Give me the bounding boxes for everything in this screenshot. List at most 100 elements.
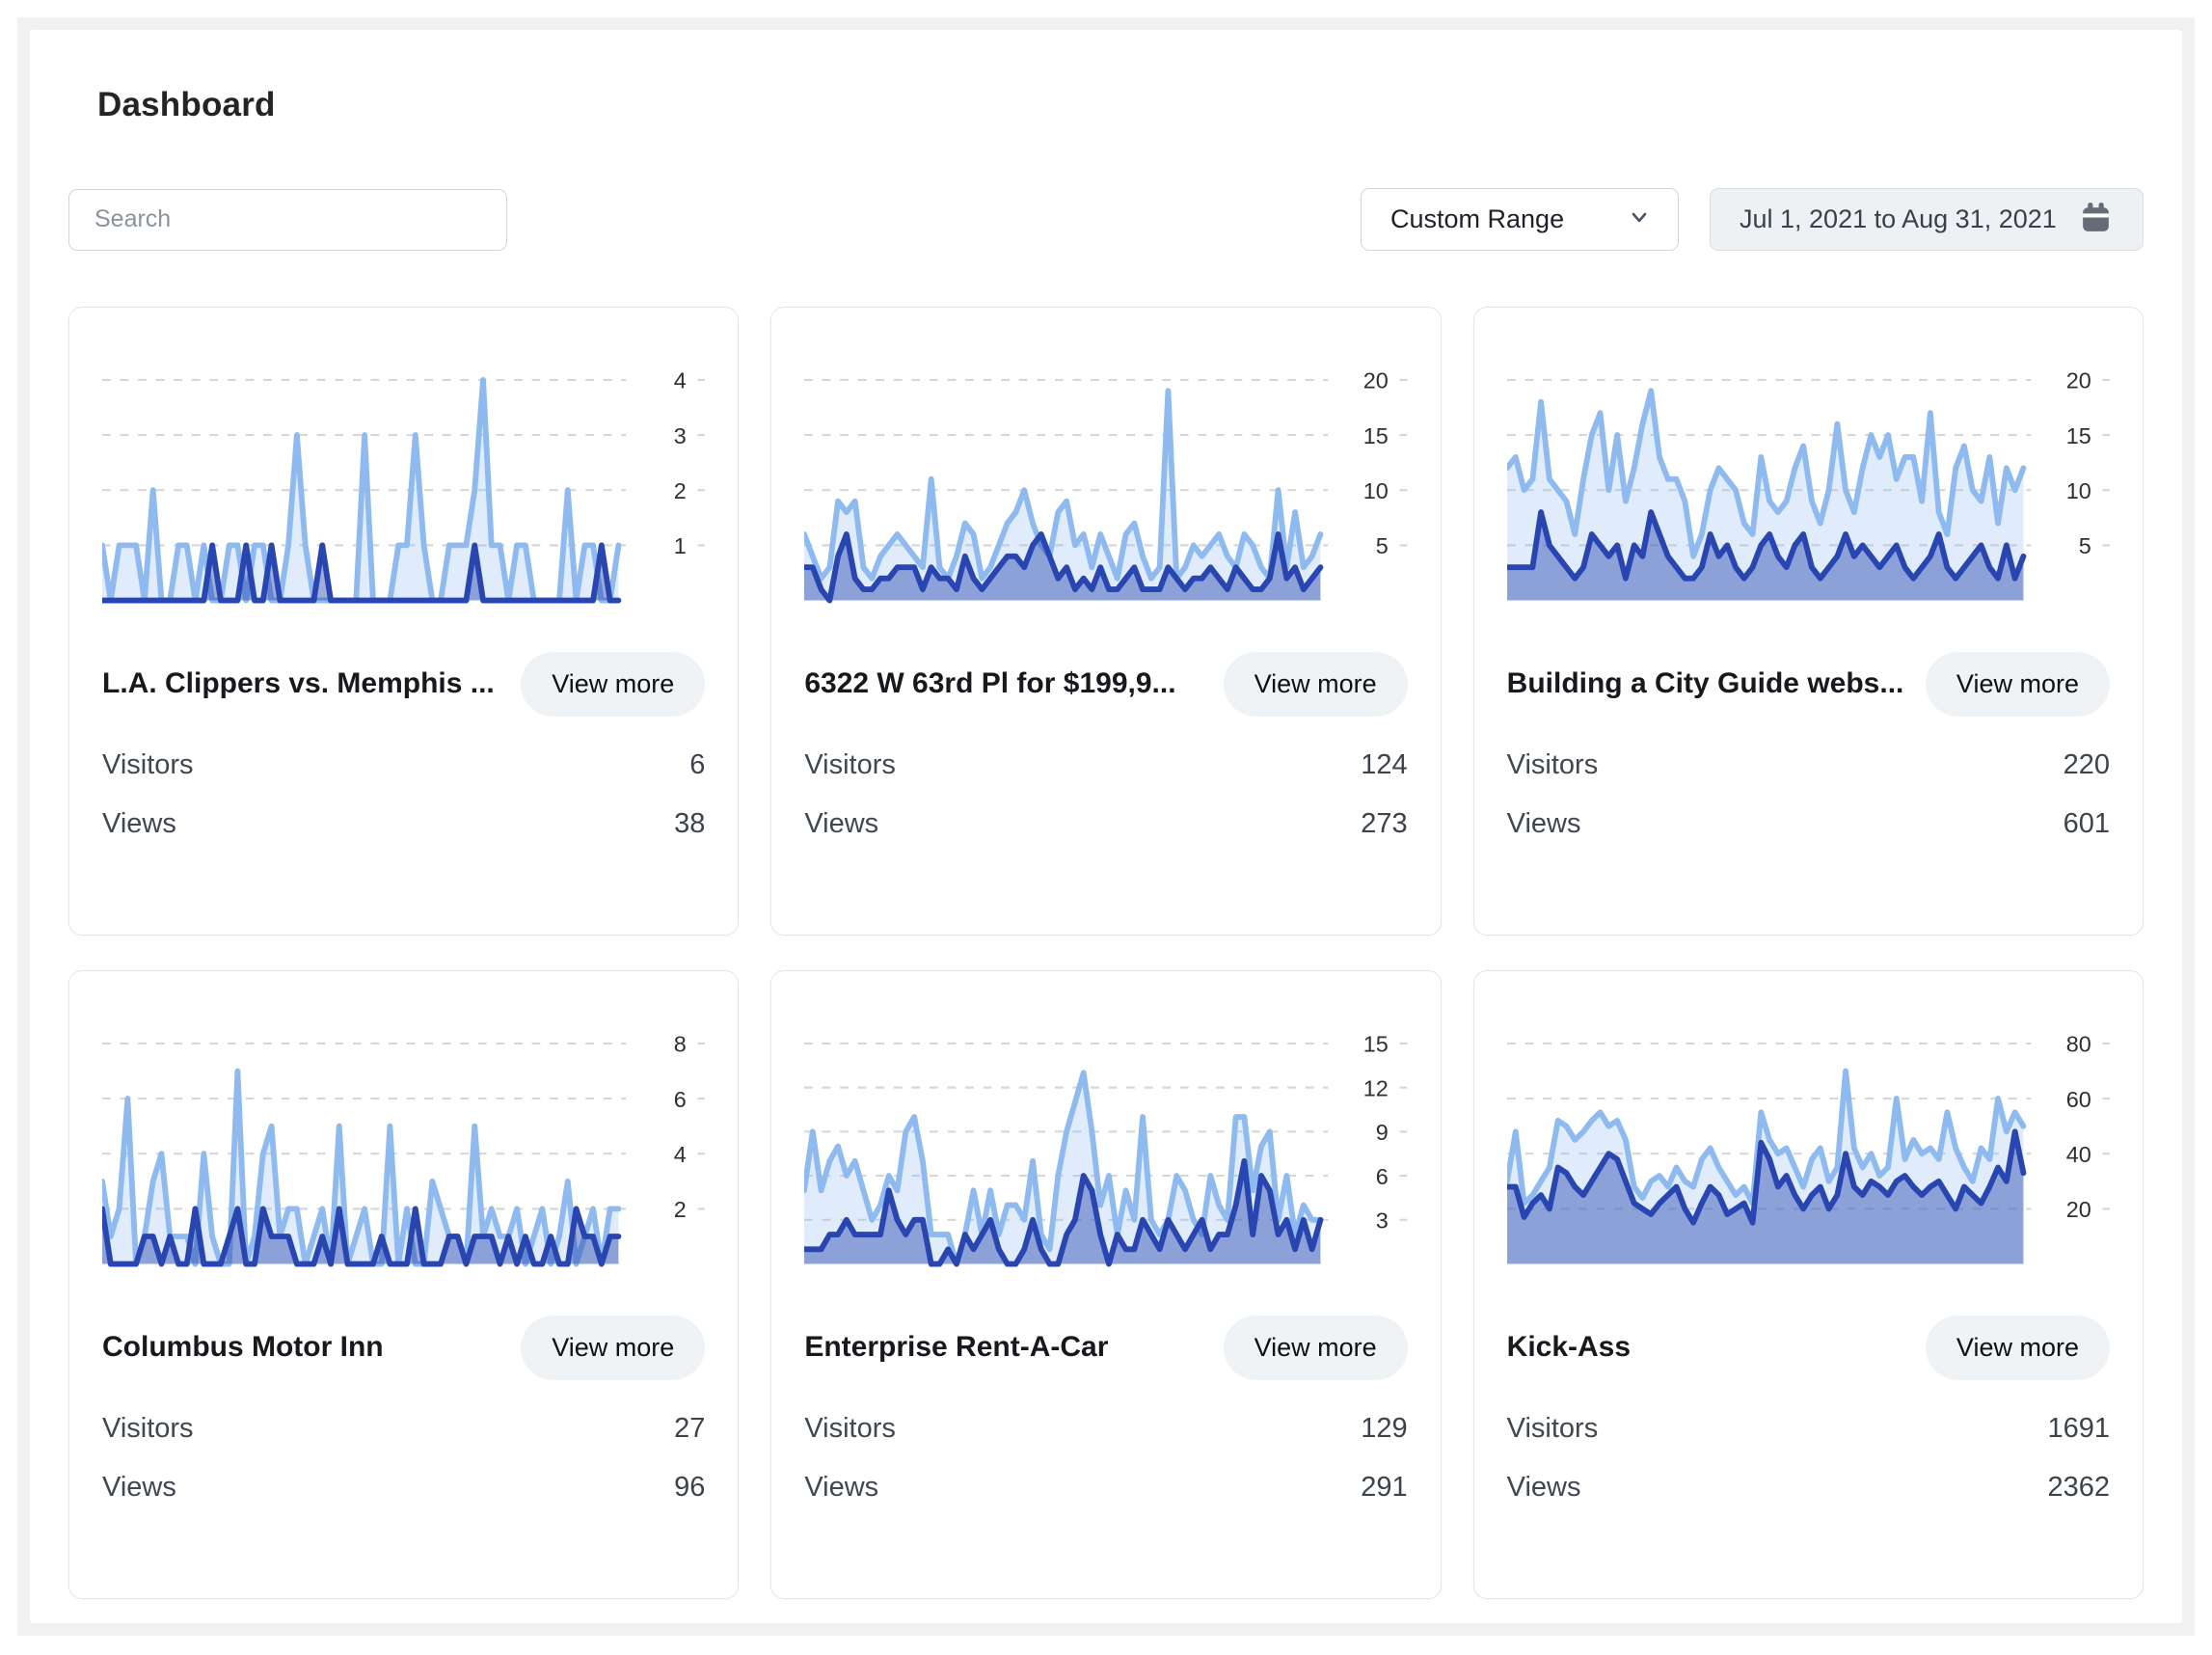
visitors-row: Visitors 1691 [1507,1413,2110,1445]
visitors-row: Visitors 220 [1507,749,2110,781]
visitors-label: Visitors [804,1412,896,1444]
range-selector-dropdown[interactable]: Custom Range [1361,188,1679,251]
visitors-value: 129 [1361,1412,1408,1444]
card-stats: Visitors 27 Views 96 [102,1413,705,1504]
svg-text:40: 40 [2065,1142,2091,1167]
views-row: Views 601 [1507,808,2110,840]
svg-text:12: 12 [1363,1075,1389,1100]
card-stats: Visitors 1691 Views 2362 [1507,1413,2110,1504]
card-kick-ass: 20 40 60 80 Kick-Ass View more Visitors 169… [1472,970,2144,1599]
date-range-picker[interactable]: Jul 1, 2021 to Aug 31, 2021 [1710,188,2144,251]
svg-text:2: 2 [674,1197,687,1222]
svg-text:5: 5 [2078,533,2091,558]
toolbar: Custom Range Jul 1, 2021 to Aug 31, 2021 [68,188,2144,251]
visits-chart: 3 6 9 12 15 [804,998,1408,1290]
toolbar-right: Custom Range Jul 1, 2021 to Aug 31, 2021 [1361,188,2144,251]
svg-text:8: 8 [674,1032,687,1057]
visitors-label: Visitors [1506,748,1599,780]
card-stats: Visitors 6 Views 38 [102,749,705,840]
svg-text:10: 10 [2065,478,2091,503]
svg-text:60: 60 [2065,1087,2091,1112]
svg-text:6: 6 [1376,1164,1389,1189]
svg-text:20: 20 [1363,368,1389,393]
card-stats: Visitors 220 Views 601 [1507,749,2110,840]
card-enterprise-rent-a-car: 3 6 9 12 15 Enterprise Rent-A-Car View more … [770,970,1442,1599]
svg-text:3: 3 [1376,1208,1389,1234]
chevron-down-icon [1626,203,1653,235]
svg-text:3: 3 [674,423,687,448]
svg-text:10: 10 [1363,478,1389,503]
visits-chart: 1 2 3 4 [102,335,706,627]
visitors-value: 27 [674,1412,706,1444]
view-more-button[interactable]: View more [521,651,706,717]
card-6322-w-63rd: 5 10 15 20 6322 W 63rd Pl for $199,9... Vie… [770,307,1442,936]
svg-text:20: 20 [2065,368,2091,393]
views-value: 96 [674,1471,706,1503]
visitors-row: Visitors 27 [102,1413,705,1445]
visitors-label: Visitors [102,1412,194,1444]
views-row: Views 38 [102,808,705,840]
page-background-frame: Dashboard Custom Range Jul 1, 2021 to Au… [17,17,2195,1636]
views-value: 2362 [2047,1471,2110,1503]
view-more-button[interactable]: View more [1223,651,1408,717]
card-columbus-motor-inn: 2 4 6 8 Columbus Motor Inn View more Visito… [68,970,740,1599]
visitors-label: Visitors [1506,1412,1599,1444]
card-city-guide: 5 10 15 20 Building a City Guide webs... Vi… [1472,307,2144,936]
card-title: Building a City Guide webs... [1506,667,1904,700]
svg-text:4: 4 [674,368,687,393]
views-value: 38 [674,807,706,839]
visitors-value: 6 [689,748,706,780]
card-title: L.A. Clippers vs. Memphis ... [102,667,495,700]
visitors-label: Visitors [804,748,896,780]
visitors-value: 220 [2063,748,2110,780]
svg-text:2: 2 [674,478,687,503]
views-value: 291 [1361,1471,1408,1503]
views-label: Views [1506,1471,1581,1503]
svg-text:6: 6 [674,1087,687,1112]
views-label: Views [102,1471,176,1503]
date-range-value: Jul 1, 2021 to Aug 31, 2021 [1740,204,2057,233]
views-label: Views [1506,807,1581,839]
svg-text:20: 20 [2065,1197,2091,1222]
visitors-row: Visitors 129 [804,1413,1407,1445]
visits-chart: 20 40 60 80 [1506,998,2110,1290]
view-more-button[interactable]: View more [1223,1315,1408,1380]
views-row: Views 273 [804,808,1407,840]
visitors-row: Visitors 124 [804,749,1407,781]
visitors-value: 1691 [2047,1412,2110,1444]
dashboard-panel: Dashboard Custom Range Jul 1, 2021 to Au… [30,30,2182,1623]
calendar-icon [2078,200,2114,240]
svg-text:80: 80 [2065,1032,2091,1057]
visitors-label: Visitors [102,748,194,780]
visits-chart: 5 10 15 20 [804,335,1408,627]
view-more-button[interactable]: View more [1925,651,2110,717]
views-row: Views 2362 [1507,1472,2110,1504]
svg-text:15: 15 [1363,1032,1389,1057]
visits-chart: 5 10 15 20 [1506,335,2110,627]
svg-text:4: 4 [674,1142,687,1167]
visits-chart: 2 4 6 8 [102,998,706,1290]
card-title: Kick-Ass [1506,1331,1632,1364]
views-label: Views [804,1471,879,1503]
card-title: Enterprise Rent-A-Car [804,1331,1109,1364]
card-title: Columbus Motor Inn [102,1331,384,1364]
svg-text:9: 9 [1376,1120,1389,1145]
search-input[interactable] [68,188,507,251]
page-title: Dashboard [97,86,276,123]
svg-text:1: 1 [674,533,687,558]
views-row: Views 96 [102,1472,705,1504]
svg-text:5: 5 [1376,533,1389,558]
views-value: 601 [2063,807,2110,839]
view-more-button[interactable]: View more [1925,1315,2110,1380]
range-selector-value: Custom Range [1390,204,1565,233]
visitors-value: 124 [1361,748,1408,780]
card-title: 6322 W 63rd Pl for $199,9... [804,667,1176,700]
svg-text:15: 15 [1363,423,1389,448]
views-label: Views [102,807,176,839]
views-label: Views [804,807,879,839]
card-la-clippers: 1 2 3 4 L.A. Clippers vs. Memphis ... View … [68,307,740,936]
view-more-button[interactable]: View more [521,1315,706,1380]
card-stats: Visitors 129 Views 291 [804,1413,1407,1504]
card-stats: Visitors 124 Views 273 [804,749,1407,840]
